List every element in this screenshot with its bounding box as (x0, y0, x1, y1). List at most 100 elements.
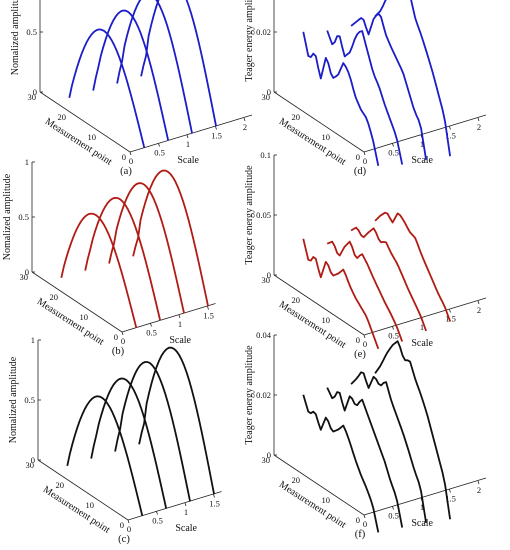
vert-tick-label: 0.02 (256, 390, 271, 400)
chart-d: 00.020.0400.511.520102030ScaleMeasuremen… (244, 0, 487, 177)
amplitude-axis-label: Nomalized amplitude (8, 356, 19, 443)
meas-tick-label: 10 (322, 132, 331, 142)
scale-tick-mark (363, 514, 366, 519)
vert-tick-label: 0 (25, 267, 29, 277)
scale-tick-mark (363, 334, 366, 339)
scale-tick-mark (243, 117, 246, 122)
meas-tick-label: 10 (80, 312, 89, 322)
scale-tick-mark (449, 489, 451, 493)
measurement-axis-label: Measurement point (43, 116, 114, 168)
meas-tick-label: 0 (122, 152, 126, 162)
scale-tick-mark (392, 326, 394, 330)
scale-axis (363, 114, 487, 153)
scale-tick-mark (158, 143, 160, 147)
meas-tick-label: 30 (262, 92, 271, 102)
series-line (302, 238, 380, 350)
scale-tick-label: 0.5 (388, 331, 399, 341)
vert-tick-label: 0.04 (256, 330, 272, 340)
series-line (68, 28, 146, 149)
scale-axis-label: Scale (177, 155, 199, 166)
scale-tick-label: 2 (477, 122, 481, 132)
meas-tick-label: 30 (262, 455, 271, 465)
series-line (374, 0, 451, 157)
scale-tick-mark (213, 494, 215, 498)
scale-tick-label: 2 (477, 305, 481, 315)
measurement-axis (37, 459, 129, 521)
measurement-axis-label: Measurement point (277, 116, 348, 168)
scale-tick-label: 1 (186, 139, 190, 149)
scale-axis (363, 297, 487, 336)
meas-tick-label: 20 (292, 295, 301, 305)
scale-tick-label: 1 (420, 502, 424, 512)
vert-tick-label: 0.02 (256, 27, 271, 37)
vert-tick-label: 0 (267, 87, 271, 97)
series-line (326, 30, 404, 165)
vert-tick-label: 0.05 (256, 210, 271, 220)
scale-tick-label: 1.5 (211, 131, 222, 141)
scale-tick-label: 2 (243, 122, 247, 132)
series-line (108, 182, 185, 314)
meas-tick-label: 0 (120, 520, 124, 530)
panel-label: (f) (355, 529, 366, 540)
series-line (138, 346, 215, 495)
meas-tick-label: 0 (114, 332, 118, 342)
scale-tick-label: 1.5 (445, 494, 456, 504)
meas-tick-label: 30 (26, 460, 35, 470)
series-line (326, 240, 404, 342)
meas-tick-label: 30 (20, 272, 29, 282)
meas-tick-label: 20 (292, 112, 301, 122)
scale-tick-label: 0 (363, 339, 367, 349)
scale-tick-label: 0.5 (388, 511, 399, 521)
scale-tick-mark (477, 300, 480, 305)
scale-tick-label: 0.5 (154, 148, 165, 158)
meas-tick-label: 0 (356, 335, 360, 345)
scale-tick-label: 1.5 (445, 314, 456, 324)
meas-tick-label: 0 (356, 515, 360, 525)
scale-axis (121, 303, 216, 333)
series-line (90, 377, 168, 509)
amplitude-axis-label: Nomalized amplitude (10, 0, 21, 75)
amplitude-axis-label: Nomalized amplitude (2, 173, 13, 260)
vert-tick-label: 0.5 (18, 212, 29, 222)
scale-tick-mark (449, 309, 451, 313)
scale-axis-label: Scale (169, 335, 191, 346)
vert-tick-label: 0.5 (24, 395, 35, 405)
series-line (302, 31, 380, 166)
series-line (350, 12, 427, 161)
scale-tick-label: 1.5 (445, 131, 456, 141)
scale-tick-mark (186, 134, 189, 139)
scale-tick-label: 1 (184, 507, 188, 517)
scale-tick-mark (184, 502, 187, 507)
meas-tick-label: 0 (356, 152, 360, 162)
scale-axis-label: Scale (411, 338, 433, 349)
scale-axis (129, 114, 253, 153)
scale-axis-label: Scale (175, 523, 197, 534)
scale-tick-label: 0 (129, 156, 133, 166)
panel-label: (c) (118, 534, 130, 545)
measurement-axis (273, 454, 365, 516)
scale-tick-label: 1 (420, 322, 424, 332)
vert-tick-label: 0 (33, 87, 37, 97)
series-line (60, 212, 138, 329)
scale-tick-label: 1.5 (209, 499, 220, 509)
vert-tick-label: 0.5 (26, 27, 37, 37)
meas-tick-label: 10 (322, 315, 331, 325)
scale-tick-mark (121, 331, 124, 336)
measurement-axis-label: Measurement point (41, 484, 112, 536)
series-line (84, 196, 162, 321)
scale-tick-mark (449, 126, 451, 130)
scale-tick-mark (156, 511, 158, 515)
measurement-axis (273, 91, 365, 153)
measurement-axis (273, 274, 365, 336)
measurement-axis-label: Measurement point (35, 296, 106, 348)
scale-tick-mark (477, 117, 480, 122)
meas-tick-label: 20 (50, 292, 59, 302)
scale-tick-mark (392, 143, 394, 147)
series-line (374, 340, 451, 520)
measurement-axis (39, 91, 131, 153)
scale-tick-mark (150, 323, 152, 327)
panel-label: (b) (112, 346, 125, 357)
vert-tick-label: 0 (31, 455, 35, 465)
series-line (66, 395, 144, 517)
